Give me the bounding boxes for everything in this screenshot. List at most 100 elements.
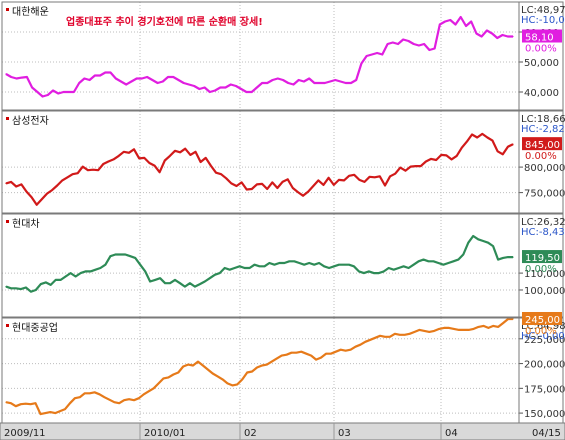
data-point — [15, 287, 17, 289]
data-point — [350, 82, 352, 84]
data-point — [354, 346, 357, 348]
data-point — [418, 329, 421, 331]
hc-label: HC:-2,82 — [521, 124, 565, 135]
data-point — [169, 282, 171, 284]
data-point — [31, 196, 33, 198]
data-point — [461, 147, 463, 149]
data-point — [10, 402, 12, 404]
data-point — [31, 86, 33, 89]
data-point — [463, 329, 465, 331]
data-point — [69, 402, 71, 404]
data-point — [256, 86, 258, 89]
data-point — [333, 184, 335, 186]
percent-change-label: 0.00% — [525, 264, 557, 275]
data-point — [182, 365, 184, 368]
lc-label: LC:64,98 — [521, 321, 565, 332]
data-point — [339, 80, 342, 83]
data-point — [214, 274, 216, 276]
data-point — [423, 330, 425, 332]
data-point — [343, 264, 345, 266]
data-point — [70, 272, 72, 274]
data-point — [460, 16, 462, 18]
y-tick-label: 175,000 — [524, 384, 565, 395]
data-point — [447, 262, 449, 264]
data-point — [204, 280, 206, 283]
data-point — [276, 358, 278, 360]
data-point — [153, 387, 155, 389]
data-point — [281, 181, 284, 183]
data-point — [157, 82, 159, 84]
data-point — [502, 322, 504, 324]
data-point — [448, 327, 450, 329]
data-point — [292, 83, 295, 86]
data-point — [420, 165, 422, 167]
data-point — [49, 411, 51, 413]
hc-label: HC:-8,43 — [521, 227, 565, 238]
data-point — [324, 82, 326, 84]
y-tick-label: 110,000 — [524, 269, 565, 280]
data-point — [453, 328, 455, 330]
series-marker-icon — [6, 8, 9, 11]
data-point — [384, 336, 386, 338]
data-point — [244, 267, 246, 269]
data-point — [46, 193, 48, 195]
data-point — [77, 172, 79, 174]
series-name: 대한해운 — [12, 5, 49, 18]
data-point — [214, 89, 216, 92]
y-tick-label: 150,000 — [524, 409, 565, 420]
data-point — [21, 77, 23, 79]
data-point — [433, 330, 435, 332]
data-point — [133, 399, 135, 401]
data-point — [89, 270, 92, 272]
last-value-box — [522, 250, 562, 264]
data-point — [477, 326, 480, 328]
data-point — [282, 79, 284, 81]
data-point — [334, 79, 336, 81]
data-point — [287, 82, 289, 84]
data-point — [179, 151, 181, 153]
data-point — [507, 318, 509, 320]
data-point — [151, 79, 153, 81]
percent-change-label: 0.00% — [525, 151, 557, 162]
data-point — [130, 80, 132, 83]
data-point — [384, 184, 386, 187]
data-point — [308, 77, 310, 80]
data-point — [266, 188, 268, 190]
y-tick-label: 800,000 — [524, 163, 565, 174]
data-point — [219, 86, 221, 89]
data-point — [172, 76, 174, 78]
data-point — [313, 264, 315, 266]
data-point — [75, 275, 77, 278]
date-axis-label: 2009/11 — [4, 428, 46, 439]
data-point — [60, 279, 62, 281]
data-point — [403, 265, 405, 267]
data-point — [449, 19, 451, 21]
data-point — [251, 91, 253, 93]
data-point — [220, 173, 222, 175]
data-point — [210, 165, 212, 167]
data-point — [42, 95, 44, 98]
data-point — [164, 282, 166, 284]
data-point — [398, 267, 400, 269]
data-point — [224, 267, 226, 269]
last-value-label: 245,00 — [525, 315, 560, 326]
data-point — [115, 77, 117, 80]
data-point — [368, 270, 370, 272]
data-point — [475, 32, 477, 35]
data-point — [278, 262, 280, 264]
data-point — [164, 159, 166, 162]
data-point — [219, 272, 221, 274]
data-point — [473, 328, 475, 330]
data-point — [389, 336, 391, 338]
data-point — [99, 267, 101, 269]
data-point — [118, 155, 120, 157]
data-point — [305, 353, 307, 355]
data-point — [72, 173, 74, 175]
data-point — [158, 382, 160, 384]
data-point — [302, 195, 304, 197]
data-point — [328, 267, 330, 269]
data-point — [477, 238, 479, 240]
data-point — [348, 264, 350, 266]
